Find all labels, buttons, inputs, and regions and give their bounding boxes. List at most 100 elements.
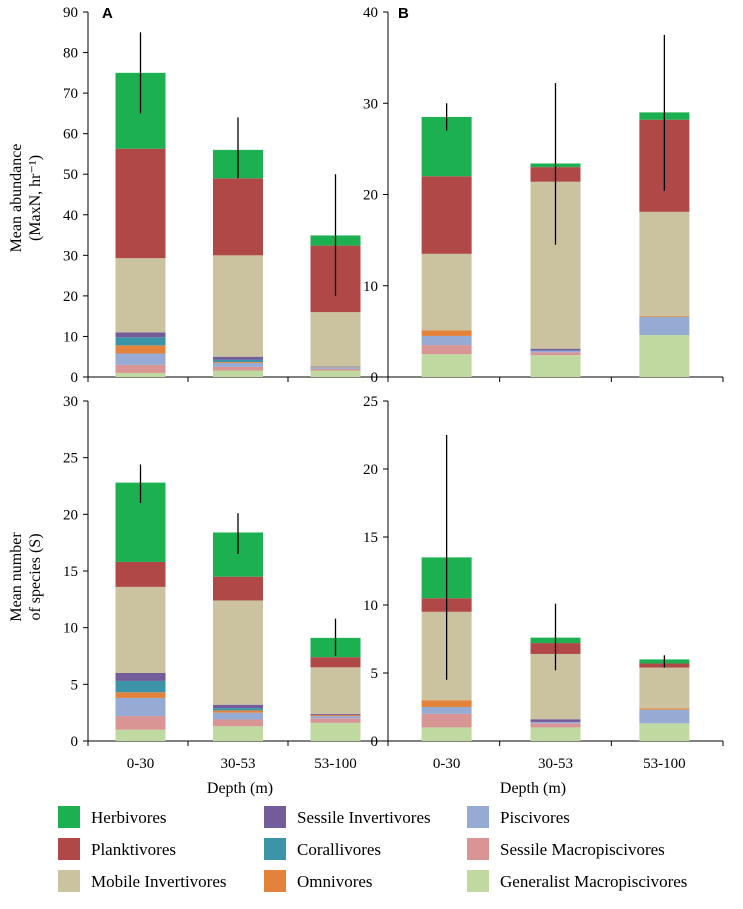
- panel-4-y-tick-label: 25: [363, 394, 378, 410]
- legend-label-corallivores: Corallivores: [297, 840, 381, 859]
- panel-1-y-tick-label: 30: [63, 248, 78, 264]
- panel-3-bar-corallivores-30-53: [213, 708, 263, 710]
- panel-3-bar-corallivores-0-30: [116, 681, 166, 692]
- panel-1-bar-piscivores-53-100: [311, 368, 361, 369]
- panel-3-bar-mobile-invertivores-53-100: [311, 667, 361, 713]
- x-axis-title-right: Depth (m): [500, 780, 566, 797]
- legend-swatch-omnivores: [264, 870, 286, 892]
- panel-2-bar-piscivores-0-30: [422, 336, 472, 345]
- panel-2-bar-generalist-macropiscivores-53-100: [639, 335, 689, 377]
- panel-2-bar-omnivores-0-30: [422, 330, 472, 335]
- panel-3-bar-mobile-invertivores-0-30: [116, 587, 166, 673]
- panel-1-bar-generalist-macropiscivores-53-100: [311, 371, 361, 377]
- panel-4-y-tick-label: 20: [363, 462, 378, 478]
- legend-label-mobile-invertivores: Mobile Invertivores: [91, 872, 227, 891]
- panel-4-x-tick-label: 30-53: [538, 756, 573, 772]
- panel-1-bar-omnivores-30-53: [213, 362, 263, 363]
- panel-3-y-tick-label: 0: [71, 734, 79, 750]
- x-axis-title-left: Depth (m): [207, 780, 273, 797]
- panel-2-bar-sessile-macropiscivores-30-53: [531, 352, 581, 355]
- panel-4-bar-omnivores-0-30: [422, 700, 472, 707]
- panel-1-bar-sessile-macropiscivores-53-100: [311, 369, 361, 371]
- panel-3-bar-piscivores-53-100: [311, 716, 361, 718]
- panel-1-letter: A: [102, 5, 113, 22]
- panel-3-bar-sessile-invertivores-30-53: [213, 705, 263, 708]
- panel-3-y-tick-label: 10: [63, 621, 78, 637]
- panel-2-y-tick-label: 10: [363, 279, 378, 295]
- panel-3-y-tick-label: 25: [63, 451, 78, 467]
- panel-1-bar-mobile-invertivores-53-100: [311, 312, 361, 366]
- legend-swatch-generalist-macropiscivores: [467, 870, 489, 892]
- legend-label-omnivores: Omnivores: [297, 872, 373, 891]
- panel-4-x-tick-label: 0-30: [433, 756, 461, 772]
- panel-1-bar-generalist-macropiscivores-0-30: [116, 373, 166, 377]
- panel-3-bar-sessile-invertivores-53-100: [311, 714, 361, 715]
- panel-2-y-tick-label: 40: [363, 5, 378, 21]
- panel-2-bar-generalist-macropiscivores-30-53: [531, 355, 581, 377]
- panel-2-bar-generalist-macropiscivores-0-30: [422, 354, 472, 377]
- panel-1-bar-sessile-invertivores-30-53: [213, 357, 263, 360]
- panel-1-y-tick-label: 10: [63, 329, 78, 345]
- legend-swatch-mobile-invertivores: [58, 870, 80, 892]
- legend-swatch-sessile-invertivores: [264, 806, 286, 828]
- panel-3-bar-sessile-macropiscivores-0-30: [116, 716, 166, 730]
- panel-1-bar-piscivores-0-30: [116, 353, 166, 364]
- panel-2-bar-piscivores-30-53: [531, 351, 581, 353]
- legend-label-sessile-invertivores: Sessile Invertivores: [297, 808, 431, 827]
- legend: Herbivores Planktivores Mobile Invertivore…: [58, 806, 687, 892]
- panel-2-y-tick-label: 0: [371, 370, 379, 386]
- panel-3-bar-planktivores-30-53: [213, 577, 263, 601]
- panel-4-bar-piscivores-0-30: [422, 707, 472, 714]
- panel-3-bar-omnivores-0-30: [116, 692, 166, 698]
- panel-1-bar-mobile-invertivores-0-30: [116, 258, 166, 332]
- panel-4-bar-generalist-macropiscivores-30-53: [531, 727, 581, 741]
- panel-1-y-tick-label: 50: [63, 167, 78, 183]
- panel-3-bar-planktivores-0-30: [116, 562, 166, 587]
- panel-3-y-tick-label: 30: [63, 394, 78, 410]
- panel-3-x-tick-label: 0-30: [127, 756, 155, 772]
- panel-1-bar-sessile-invertivores-0-30: [116, 332, 166, 337]
- panel-1-bar-corallivores-30-53: [213, 360, 263, 362]
- panel-2-bar-mobile-invertivores-53-100: [639, 212, 689, 316]
- legend-swatch-piscivores: [467, 806, 489, 828]
- panel-2-bar-mobile-invertivores-0-30: [422, 254, 472, 331]
- panel-3-bar-piscivores-0-30: [116, 698, 166, 716]
- panel-3-y-tick-label: 15: [63, 564, 78, 580]
- panel-3-bar-omnivores-30-53: [213, 710, 263, 712]
- panel-4-y-tick-label: 15: [363, 530, 378, 546]
- legend-label-sessile-macropiscivores: Sessile Macropiscivores: [500, 840, 665, 859]
- panel-1-y-tick-label: 70: [63, 86, 78, 102]
- panel-1-bar-mobile-invertivores-30-53: [213, 255, 263, 356]
- panel-3-x-tick-label: 30-53: [221, 756, 256, 772]
- legend-label-herbivores: Herbivores: [91, 808, 167, 827]
- legend-swatch-herbivores: [58, 806, 80, 828]
- panel-2-bar-sessile-invertivores-30-53: [531, 349, 581, 351]
- panel-4-bar-sessile-macropiscivores-30-53: [531, 723, 581, 727]
- panel-4-bar-generalist-macropiscivores-53-100: [639, 723, 689, 741]
- panel-4-y-tick-label: 10: [363, 598, 378, 614]
- legend-swatch-sessile-macropiscivores: [467, 838, 489, 860]
- panel-2-letter: B: [398, 5, 409, 22]
- legend-label-piscivores: Piscivores: [500, 808, 570, 827]
- panel-3-bar-piscivores-30-53: [213, 713, 263, 720]
- panel-4-bar-piscivores-53-100: [639, 710, 689, 724]
- panel-1-bar-corallivores-0-30: [116, 337, 166, 345]
- panel-3-bar-generalist-macropiscivores-53-100: [311, 723, 361, 741]
- panel-3-x-tick-label: 53-100: [314, 756, 357, 772]
- panel-2-y-tick-label: 30: [363, 96, 378, 112]
- y-axis-title-abundance-line2: (MaxN, hr⁻¹): [27, 155, 44, 241]
- panel-1-y-tick-label: 40: [63, 208, 78, 224]
- panel-a-species: 0 5 10 15 20 25 30 0-30 30-53 53-100: [63, 394, 388, 772]
- panel-2-bar-piscivores-53-100: [639, 317, 689, 335]
- panel-4-bar-sessile-invertivores-30-53: [531, 719, 581, 722]
- legend-label-planktivores: Planktivores: [91, 840, 176, 859]
- panel-4-bar-omnivores-53-100: [639, 708, 689, 709]
- panel-3-bar-generalist-macropiscivores-0-30: [116, 730, 166, 741]
- panel-4-bar-generalist-macropiscivores-0-30: [422, 727, 472, 741]
- legend-swatch-planktivores: [58, 838, 80, 860]
- panel-4-y-tick-label: 5: [371, 666, 379, 682]
